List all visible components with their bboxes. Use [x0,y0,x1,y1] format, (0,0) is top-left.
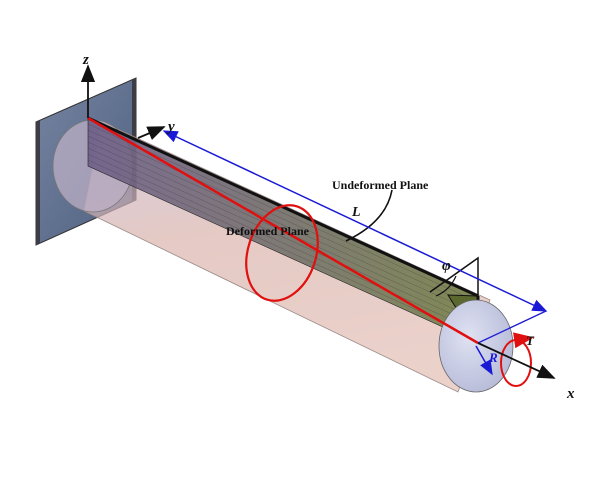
length-label: L [351,205,361,220]
deformed-plane-label: Deformed Plane [226,224,310,238]
length-dimension [162,130,548,344]
z-axis-label: z [82,52,89,68]
radius-label: R [488,350,498,365]
x-axis-arrow [477,342,556,379]
x-axis-label: x [566,386,575,402]
angle-label: φ [442,258,451,274]
undeformed-plane-label: Undeformed Plane [332,178,429,192]
radius-arrow [475,345,493,376]
y-axis-label: y [166,119,175,135]
torque-arrow [500,332,534,387]
coordinate-axes [80,64,556,379]
torque-label: T [526,333,535,348]
y-axis-arrow [137,126,166,140]
